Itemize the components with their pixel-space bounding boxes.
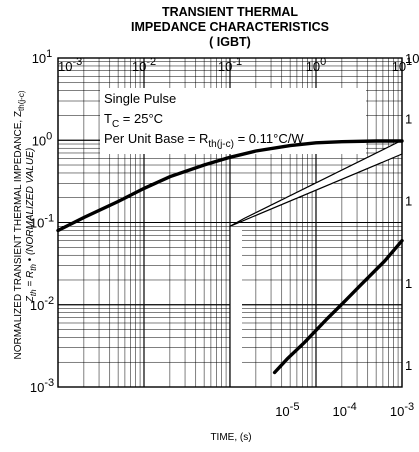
annotation-unit-base: Per Unit Base = Rth(j-c) = 0.11°C/W [104, 131, 304, 150]
bottom-x-tick-label: 10-4 [333, 401, 357, 419]
x-axis-label: TIME, (s) [210, 432, 251, 443]
annotation-single-pulse: Single Pulse [104, 91, 176, 106]
y-axis-label: NORMALIZED TRANSIENT THERMAL IMPEDANCE, … [13, 90, 38, 359]
chart-title-line-2: IMPEDANCE CHARACTERISTICS [131, 20, 329, 34]
right-edge-tick-label: 1 [405, 194, 412, 209]
right-edge-tick-label: 1 [405, 276, 412, 291]
axis-break-gap [230, 226, 242, 387]
bottom-x-tick-label: 10-5 [275, 401, 299, 419]
right-edge-tick-label: 1 [405, 111, 412, 126]
top-x-tick-label: 100 [306, 56, 327, 74]
chart-title-line-3: ( IGBT) [209, 35, 251, 49]
series-line-2 [272, 238, 404, 375]
annotation-case-temperature: TC = 25°C [104, 111, 163, 130]
top-x-tick-label: 10-2 [132, 56, 156, 74]
plot-frame [57, 57, 403, 388]
series-line-1 [56, 139, 404, 233]
y-tick-label: 100 [32, 130, 53, 148]
bottom-x-tick-label: 10-3 [390, 401, 414, 419]
y-axis-label-line-1: NORMALIZED TRANSIENT THERMAL IMPEDANCE, … [13, 90, 26, 359]
top-x-tick-label: 10-3 [58, 56, 82, 74]
right-edge-tick-label: 1 [405, 358, 412, 373]
y-tick-label: 10-3 [30, 377, 54, 395]
chart-title-line-1: TRANSIENT THERMAL [162, 5, 298, 19]
curves [56, 139, 404, 375]
top-x-tick-label: 10-1 [218, 56, 242, 74]
right-edge-tick-label: 101 [405, 48, 419, 66]
y-axis-label-line-2: Zth = Rth • (NORMALIZED VALUE) [25, 148, 38, 303]
y-tick-label: 101 [32, 48, 53, 66]
